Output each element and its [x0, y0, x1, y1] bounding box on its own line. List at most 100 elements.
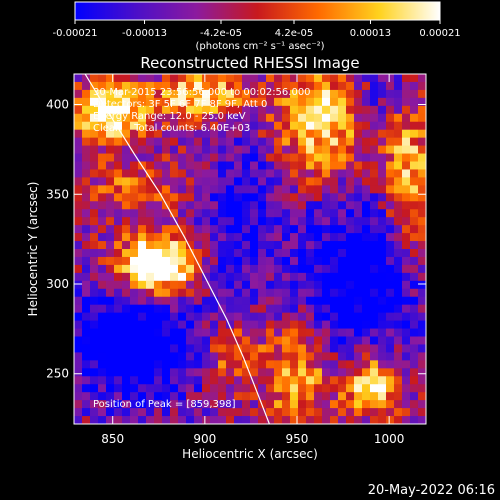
heatmap-pixel: [354, 352, 363, 361]
heatmap-pixel: [202, 105, 211, 115]
heatmap-pixel: [298, 217, 307, 226]
heatmap-pixel: [410, 336, 419, 346]
heatmap-pixel: [266, 312, 275, 322]
heatmap-pixel: [178, 105, 187, 115]
heatmap-pixel: [234, 392, 243, 401]
heatmap-pixel: [178, 272, 187, 282]
heatmap-pixel: [306, 177, 315, 186]
heatmap-pixel: [282, 352, 291, 361]
heatmap-pixel: [266, 169, 275, 178]
heatmap-pixel: [210, 280, 219, 290]
heatmap-pixel: [378, 177, 387, 186]
heatmap-pixel: [378, 209, 387, 218]
heatmap-pixel: [82, 225, 91, 234]
heatmap-pixel: [202, 408, 211, 417]
heatmap-pixel: [138, 408, 147, 417]
heatmap-pixel: [194, 280, 203, 290]
heatmap-pixel: [378, 336, 387, 346]
heatmap-pixel: [74, 320, 83, 330]
heatmap-pixel: [162, 416, 171, 424]
heatmap-pixel: [90, 320, 99, 330]
footer-timestamp: 20-May-2022 06:16: [368, 483, 495, 498]
heatmap-pixel: [362, 408, 371, 417]
heatmap-pixel: [130, 249, 139, 258]
heatmap-pixel: [410, 288, 419, 298]
heatmap-pixel: [322, 249, 331, 258]
heatmap-pixel: [122, 256, 131, 266]
heatmap-pixel: [226, 272, 235, 282]
heatmap-pixel: [354, 209, 363, 218]
heatmap-pixel: [418, 233, 426, 242]
heatmap-pixel: [154, 97, 163, 107]
heatmap-pixel: [258, 89, 267, 99]
heatmap-pixel: [130, 416, 139, 424]
heatmap-pixel: [418, 97, 426, 107]
heatmap-pixel: [362, 129, 371, 139]
heatmap-pixel: [218, 97, 227, 107]
heatmap-pixel: [74, 304, 83, 314]
heatmap-pixel: [154, 249, 163, 258]
heatmap-pixel: [306, 296, 315, 306]
heatmap-pixel: [322, 296, 331, 306]
heatmap-pixel: [218, 256, 227, 266]
heatmap-pixel: [162, 225, 171, 234]
heatmap-pixel: [362, 328, 371, 338]
heatmap-pixel: [186, 408, 195, 417]
heatmap-pixel: [106, 113, 115, 123]
heatmap-pixel: [74, 256, 83, 266]
heatmap-pixel: [306, 256, 315, 266]
heatmap-pixel: [378, 360, 387, 369]
heatmap-pixel: [170, 328, 179, 338]
heatmap-pixel: [202, 336, 211, 346]
heatmap-pixel: [338, 153, 347, 163]
heatmap-pixel: [290, 97, 299, 107]
heatmap-pixel: [74, 249, 83, 258]
heatmap-pixel: [394, 249, 403, 258]
heatmap-pixel: [354, 280, 363, 290]
heatmap-pixel: [130, 320, 139, 330]
heatmap-pixel: [314, 392, 323, 401]
heatmap-pixel: [274, 408, 283, 417]
heatmap-pixel: [210, 74, 219, 83]
heatmap-pixel: [90, 74, 99, 83]
heatmap-pixel: [114, 368, 123, 377]
heatmap-pixel: [74, 392, 83, 401]
heatmap-pixel: [250, 129, 259, 139]
heatmap-pixel: [242, 185, 251, 194]
heatmap-pixel: [226, 304, 235, 314]
heatmap-pixel: [394, 97, 403, 107]
heatmap-pixel: [274, 384, 283, 393]
heatmap-pixel: [82, 408, 91, 417]
heatmap-pixel: [250, 272, 259, 282]
heatmap-pixel: [130, 400, 139, 409]
heatmap-pixel: [242, 400, 251, 409]
heatmap-pixel: [362, 193, 371, 202]
heatmap-pixel: [122, 81, 131, 91]
heatmap-pixel: [322, 400, 331, 409]
heatmap-pixel: [170, 416, 179, 424]
heatmap-pixel: [346, 89, 355, 99]
heatmap-pixel: [218, 169, 227, 178]
heatmap-pixel: [178, 320, 187, 330]
heatmap-pixel: [274, 193, 283, 202]
heatmap-pixel: [402, 320, 411, 330]
heatmap-pixel: [378, 241, 387, 250]
heatmap-pixel: [234, 177, 243, 186]
heatmap-pixel: [226, 312, 235, 322]
heatmap-pixel: [138, 392, 147, 401]
heatmap-pixel: [122, 336, 131, 346]
heatmap-pixel: [282, 312, 291, 322]
heatmap-pixel: [394, 89, 403, 99]
heatmap-pixel: [98, 193, 107, 202]
heatmap-pixel: [266, 74, 275, 83]
heatmap-pixel: [298, 264, 307, 274]
heatmap-pixel: [250, 384, 259, 393]
heatmap-pixel: [378, 352, 387, 361]
heatmap-pixel: [130, 360, 139, 369]
heatmap-pixel: [298, 121, 307, 131]
heatmap-pixel: [234, 105, 243, 115]
heatmap-pixel: [178, 185, 187, 194]
heatmap-pixel: [130, 201, 139, 210]
heatmap-pixel: [114, 201, 123, 210]
heatmap-pixel: [162, 193, 171, 202]
